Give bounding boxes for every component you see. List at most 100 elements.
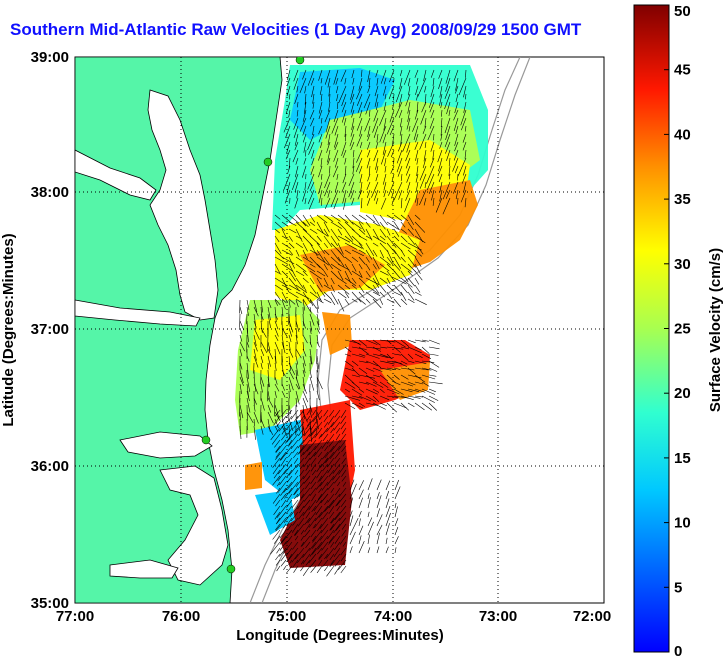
current-vector — [337, 214, 349, 224]
current-vector — [367, 493, 370, 500]
current-vector — [310, 117, 315, 127]
current-vector — [288, 109, 291, 118]
current-vector — [284, 189, 291, 204]
current-vector — [284, 487, 293, 499]
current-vector — [380, 69, 387, 84]
current-vector — [365, 101, 371, 115]
current-vector — [267, 383, 269, 402]
current-vector — [433, 133, 435, 141]
colorbar-tick-label: 40 — [674, 126, 691, 143]
current-vector — [365, 360, 379, 367]
current-vector — [298, 511, 305, 520]
current-vector — [341, 181, 347, 193]
current-vector — [283, 481, 293, 493]
current-vector — [302, 228, 312, 237]
current-vector — [239, 404, 244, 419]
current-vector — [280, 493, 287, 501]
current-vector — [393, 93, 395, 101]
current-vector — [367, 125, 371, 137]
current-vector — [334, 505, 347, 520]
current-vector — [351, 367, 360, 376]
james-river — [75, 299, 201, 327]
current-vector — [302, 69, 307, 80]
current-vector — [400, 256, 406, 263]
current-vector — [365, 235, 372, 240]
current-vector — [419, 165, 427, 181]
current-vector — [386, 242, 397, 255]
current-vector — [400, 381, 414, 387]
current-vector — [414, 374, 426, 383]
current-vector — [330, 228, 340, 242]
current-vector — [316, 228, 329, 237]
current-vector — [357, 189, 363, 200]
current-vector — [302, 221, 309, 228]
current-vector — [246, 341, 250, 348]
current-vector — [309, 181, 315, 192]
current-vector — [352, 149, 355, 158]
current-vector — [314, 427, 323, 438]
current-vector — [274, 511, 281, 520]
current-vector — [311, 493, 317, 502]
current-vector — [318, 189, 323, 203]
current-vector — [376, 524, 383, 536]
current-vector — [379, 277, 388, 284]
current-vector — [286, 505, 293, 514]
current-vector — [358, 256, 366, 265]
current-vector — [310, 481, 317, 490]
current-vector — [428, 381, 443, 385]
current-vector — [379, 367, 392, 371]
current-vector — [379, 249, 385, 259]
current-vector — [318, 125, 323, 135]
current-vector — [357, 101, 363, 114]
hf-radar-site — [201, 435, 211, 445]
current-vector — [393, 228, 400, 237]
current-vector — [286, 475, 293, 483]
current-vector — [358, 270, 363, 278]
current-vector — [295, 327, 298, 339]
current-vector — [335, 427, 341, 434]
current-vector — [239, 348, 243, 357]
current-vector — [445, 125, 451, 140]
current-vector — [337, 249, 345, 259]
current-vector — [365, 214, 376, 223]
current-vector — [330, 263, 342, 272]
current-vector — [280, 553, 287, 562]
current-vector — [386, 374, 397, 384]
current-vector — [321, 197, 323, 206]
current-vector — [334, 535, 341, 544]
current-vector — [358, 510, 362, 518]
current-vector — [440, 133, 443, 141]
current-vector — [439, 93, 443, 106]
current-vector — [320, 457, 329, 468]
current-vector — [302, 125, 307, 136]
current-vector — [316, 334, 319, 345]
current-vector — [316, 235, 322, 242]
current-vector — [279, 535, 287, 545]
current-vector — [288, 235, 293, 242]
current-vector — [260, 355, 264, 364]
current-vector — [295, 228, 303, 242]
current-vector — [461, 173, 467, 184]
current-vector — [312, 409, 323, 423]
current-vector — [288, 256, 295, 269]
current-vector — [281, 214, 293, 225]
current-vector — [311, 157, 315, 166]
current-vector — [334, 457, 341, 466]
current-vector — [372, 367, 383, 372]
current-vector — [267, 348, 274, 360]
current-vector — [349, 515, 354, 527]
current-vector — [421, 381, 430, 387]
current-vector — [393, 249, 401, 260]
current-vector — [407, 346, 422, 354]
x-axis-label: Longitude (Degrees:Minutes) — [236, 627, 444, 644]
current-vector — [285, 125, 291, 139]
current-vector — [428, 367, 438, 372]
current-vector — [308, 197, 315, 210]
current-vector — [267, 397, 274, 408]
current-vector — [400, 388, 413, 393]
current-vector — [286, 427, 299, 443]
current-vector — [429, 117, 435, 129]
current-vector — [414, 69, 419, 78]
current-vector — [286, 77, 291, 87]
current-vector — [267, 299, 272, 309]
